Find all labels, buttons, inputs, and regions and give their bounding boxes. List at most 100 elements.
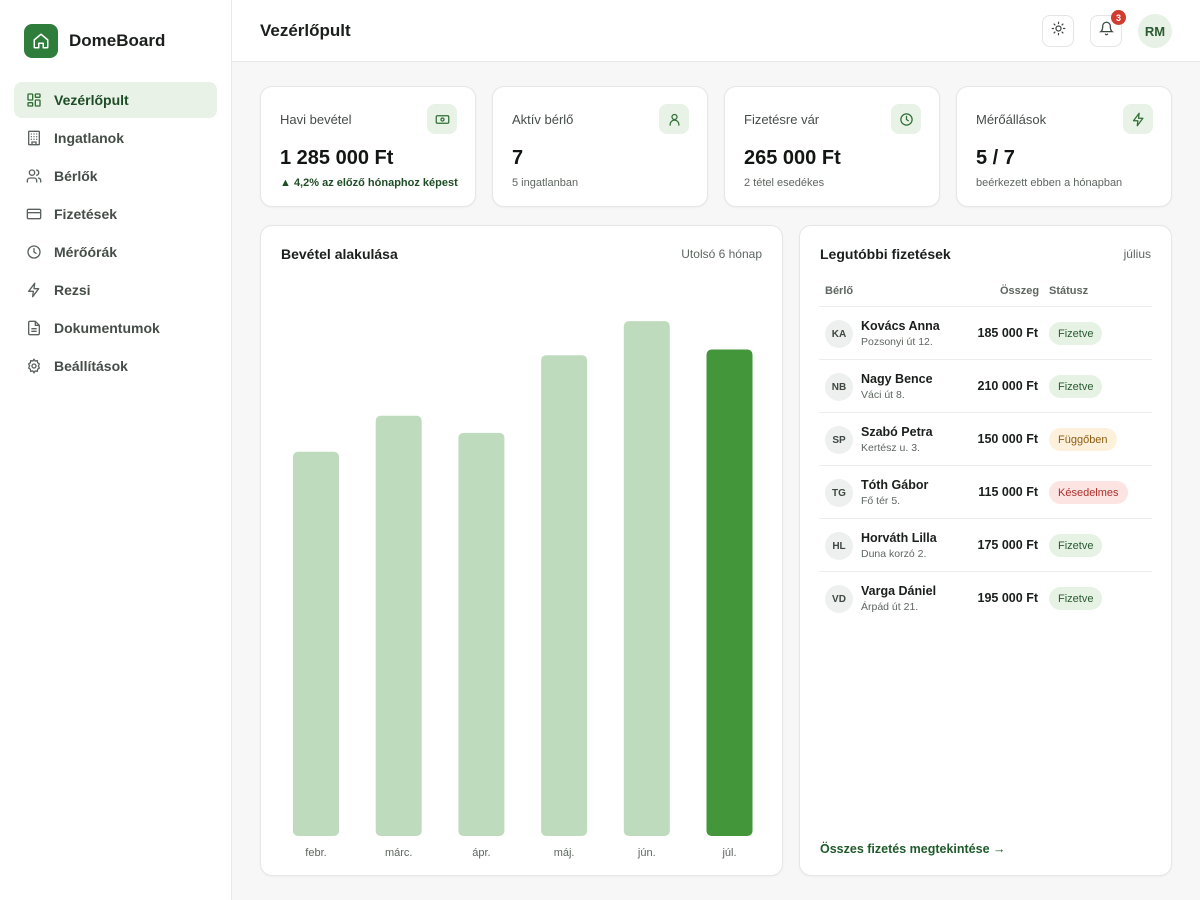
banknote-icon	[427, 104, 457, 134]
status-badge: Függőben	[1049, 428, 1117, 451]
table-row[interactable]: SP Szabó Petra Kertész u. 3. 150 000 Ft …	[819, 413, 1152, 466]
sidebar-item-payments[interactable]: Fizetések	[14, 196, 217, 232]
stat-value: 7	[512, 147, 524, 169]
table-row[interactable]: VD Varga Dániel Árpád út 21. 195 000 Ft …	[819, 572, 1152, 625]
stat-label: Fizetésre vár	[744, 112, 820, 127]
stat-sub: beérkezett ebben a hónapban	[976, 177, 1123, 189]
tenant-name: Tóth Gábor	[861, 478, 929, 492]
chart-bar-3[interactable]	[458, 432, 505, 836]
stat-value: 265 000 Ft	[744, 147, 841, 169]
payments-month: július	[1123, 247, 1151, 261]
notifications-button[interactable]: 3	[1090, 10, 1126, 47]
sidebar-item-label: Ingatlanok	[54, 130, 125, 146]
sidebar-item-label: Mérőórák	[54, 244, 118, 260]
chart-bar-5[interactable]	[623, 321, 670, 837]
payments-list: KA Kovács Anna Pozsonyi út 12. 185 000 F…	[819, 307, 1152, 625]
status-badge: Fizetve	[1049, 587, 1103, 610]
table-row[interactable]: TG Tóth Gábor Fő tér 5. 115 000 Ft Késed…	[819, 466, 1152, 519]
table-row[interactable]: KA Kovács Anna Pozsonyi út 12. 185 000 F…	[819, 307, 1152, 360]
stat-card-active-tenants: Aktív bérlő 7 5 ingatlanban	[492, 86, 708, 207]
page-title: Vezérlőpult	[260, 21, 351, 40]
sidebar-item-properties[interactable]: Ingatlanok	[14, 120, 217, 156]
stat-sub: 2 tétel esedékes	[744, 177, 825, 189]
clock-icon	[891, 104, 921, 134]
payment-amount: 150 000 Ft	[977, 432, 1038, 446]
tenant-address: Váci út 8.	[861, 389, 905, 401]
chart-bar-1[interactable]	[293, 451, 339, 836]
recent-payments-panel: Legutóbbi fizetések július Bérlő Összeg …	[799, 225, 1172, 876]
stat-trend: ▲ 4,2% az előző hónaphoz képest	[280, 177, 458, 189]
view-all-payments-link[interactable]: Összes fizetés megtekintése →	[820, 842, 1006, 856]
avatar: VD	[825, 585, 853, 613]
column-header-amount: Összeg	[1000, 285, 1040, 297]
status-badge: Fizetve	[1049, 375, 1103, 398]
sidebar: DomeBoard Vezérlőpult Ingatlanok Bérlők …	[0, 0, 232, 900]
stat-label: Havi bevétel	[280, 112, 352, 127]
x-tick-label: júl.	[721, 847, 736, 859]
stat-sub: 5 ingatlanban	[512, 177, 579, 189]
chart-title: Bevétel alakulása	[281, 246, 398, 262]
sidebar-item-settings[interactable]: Beállítások	[14, 348, 217, 384]
avatar: KA	[825, 320, 853, 348]
x-tick-label: jún.	[637, 847, 656, 859]
status-badge: Késedelmes	[1049, 481, 1128, 504]
credit-card-icon	[26, 206, 42, 222]
building-icon	[26, 130, 42, 146]
tenant-address: Árpád út 21.	[861, 601, 919, 613]
stat-card-meter-readings: Mérőállások 5 / 7 beérkezett ebben a hón…	[956, 86, 1172, 207]
sidebar-item-dashboard[interactable]: Vezérlőpult	[14, 82, 217, 118]
app-name: DomeBoard	[69, 31, 166, 50]
revenue-bar-chart: febr. márc. ápr. máj. jún. júl.	[293, 321, 753, 859]
x-tick-label: febr.	[305, 847, 326, 859]
avatar: SP	[825, 426, 853, 454]
payment-amount: 175 000 Ft	[977, 538, 1038, 552]
stat-value: 1 285 000 Ft	[280, 147, 394, 169]
user-icon	[659, 104, 689, 134]
theme-toggle-button[interactable]	[1042, 15, 1074, 47]
x-tick-label: ápr.	[472, 847, 490, 859]
avatar: NB	[825, 373, 853, 401]
column-header-status: Státusz	[1049, 285, 1089, 297]
avatar: HL	[825, 532, 853, 560]
users-icon	[26, 168, 42, 184]
grid-icon	[26, 92, 42, 108]
payment-amount: 115 000 Ft	[978, 485, 1038, 499]
sidebar-item-label: Beállítások	[54, 358, 128, 374]
brand[interactable]: DomeBoard	[24, 24, 165, 58]
tenant-name: Horváth Lilla	[861, 531, 937, 545]
clock-icon	[26, 244, 42, 260]
tenant-name: Varga Dániel	[861, 584, 937, 598]
tenant-name: Nagy Bence	[861, 372, 933, 386]
stat-label: Aktív bérlő	[512, 112, 574, 127]
column-header-tenant: Bérlő	[825, 285, 854, 297]
sidebar-nav: Vezérlőpult Ingatlanok Bérlők Fizetések …	[14, 82, 217, 386]
chart-bar-2[interactable]	[375, 415, 422, 836]
revenue-chart-panel: febr. márc. ápr. máj. jún. júl. Bevétel alaku…	[260, 225, 783, 876]
payments-title: Legutóbbi fizetések	[820, 246, 951, 262]
tenant-address: Kertész u. 3.	[861, 442, 920, 454]
chart-bar-6[interactable]	[706, 349, 753, 836]
sidebar-item-utilities[interactable]: Rezsi	[14, 272, 217, 308]
stat-card-monthly-revenue: Havi bevétel 1 285 000 Ft ▲ 4,2% az előz…	[260, 86, 476, 207]
bell-icon	[1098, 21, 1114, 41]
divider	[819, 306, 1152, 307]
sidebar-item-meters[interactable]: Mérőórák	[14, 234, 217, 270]
chart-bar-4[interactable]	[541, 355, 588, 836]
lightning-icon	[26, 282, 42, 298]
sidebar-item-label: Bérlők	[54, 168, 98, 184]
status-badge: Fizetve	[1049, 534, 1103, 557]
sidebar-item-label: Dokumentumok	[54, 320, 160, 336]
lightning-icon	[1123, 104, 1153, 134]
sun-icon	[1051, 21, 1066, 41]
table-row[interactable]: HL Horváth Lilla Duna korzó 2. 175 000 F…	[819, 519, 1152, 572]
sidebar-item-label: Vezérlőpult	[54, 92, 129, 108]
sidebar-item-label: Rezsi	[54, 282, 91, 298]
table-row[interactable]: NB Nagy Bence Váci út 8. 210 000 Ft Fize…	[819, 360, 1152, 413]
sidebar-item-documents[interactable]: Dokumentumok	[14, 310, 217, 346]
sidebar-item-tenants[interactable]: Bérlők	[14, 158, 217, 194]
x-tick-label: márc.	[385, 847, 413, 859]
top-header: Vezérlőpult 3 RM	[232, 0, 1200, 62]
user-avatar[interactable]: RM	[1138, 14, 1172, 48]
payment-amount: 185 000 Ft	[977, 326, 1038, 340]
sidebar-item-label: Fizetések	[54, 206, 118, 222]
